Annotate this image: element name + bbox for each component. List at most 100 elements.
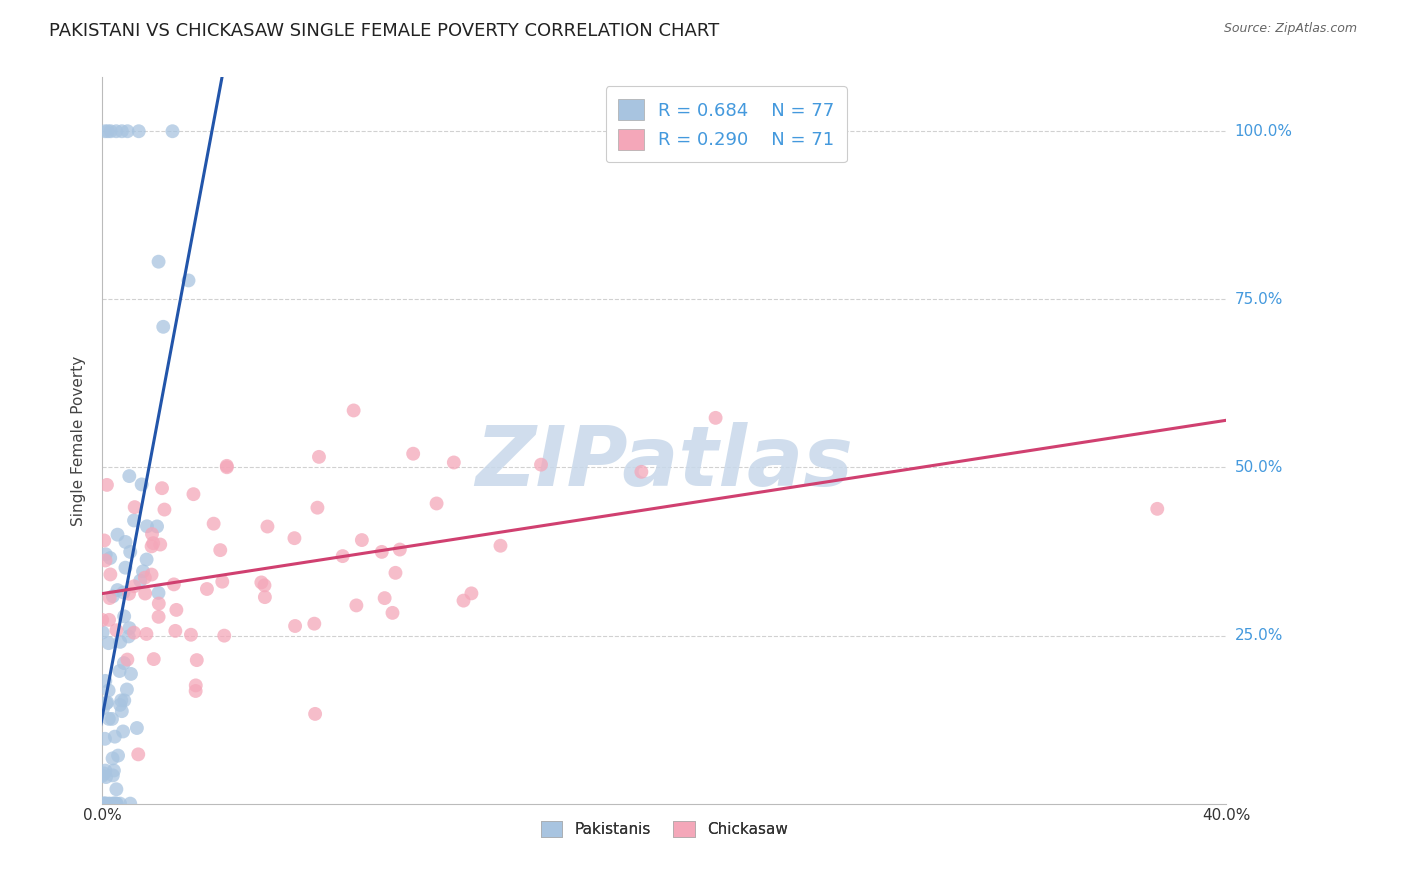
Point xyxy=(350,533,373,547)
Point xyxy=(371,545,394,559)
Point xyxy=(374,591,396,606)
Point xyxy=(184,678,207,692)
Point xyxy=(122,625,145,640)
Point xyxy=(118,469,141,483)
Point xyxy=(142,536,165,550)
Point xyxy=(165,624,187,638)
Point xyxy=(101,751,124,765)
Point xyxy=(100,797,122,811)
Point xyxy=(104,730,127,744)
Point xyxy=(98,613,121,627)
Point xyxy=(129,574,152,588)
Point xyxy=(103,797,125,811)
Point xyxy=(94,124,117,138)
Point xyxy=(118,587,141,601)
Legend: Pakistanis, Chickasaw: Pakistanis, Chickasaw xyxy=(534,815,794,843)
Point xyxy=(98,591,121,605)
Point xyxy=(132,564,155,578)
Point xyxy=(332,549,354,563)
Point xyxy=(381,606,404,620)
Point xyxy=(93,533,115,548)
Point xyxy=(135,552,157,566)
Point xyxy=(98,551,121,566)
Point xyxy=(103,797,125,811)
Point xyxy=(148,610,170,624)
Text: PAKISTANI VS CHICKASAW SINGLE FEMALE POVERTY CORRELATION CHART: PAKISTANI VS CHICKASAW SINGLE FEMALE POV… xyxy=(49,22,720,40)
Point xyxy=(107,748,129,763)
Point xyxy=(100,124,122,138)
Text: 25.0%: 25.0% xyxy=(1234,628,1282,643)
Point xyxy=(105,782,128,797)
Point xyxy=(107,583,129,598)
Point xyxy=(256,519,278,533)
Point xyxy=(94,731,117,746)
Point xyxy=(1146,501,1168,516)
Point xyxy=(183,487,205,501)
Point xyxy=(165,603,187,617)
Point xyxy=(122,579,145,593)
Point xyxy=(93,766,115,780)
Text: Source: ZipAtlas.com: Source: ZipAtlas.com xyxy=(1223,22,1357,36)
Y-axis label: Single Female Poverty: Single Female Poverty xyxy=(72,355,86,525)
Point xyxy=(211,574,233,589)
Point xyxy=(150,481,173,495)
Point xyxy=(141,527,163,541)
Point xyxy=(103,764,125,778)
Text: ZIPatlas: ZIPatlas xyxy=(475,422,853,503)
Point xyxy=(105,797,128,811)
Point xyxy=(94,764,117,778)
Point xyxy=(111,124,134,138)
Point xyxy=(93,797,115,811)
Point xyxy=(135,627,157,641)
Point xyxy=(530,458,553,472)
Point xyxy=(107,527,129,541)
Point xyxy=(146,519,169,533)
Point xyxy=(120,797,142,811)
Point xyxy=(253,590,276,604)
Point xyxy=(402,447,425,461)
Point xyxy=(112,585,135,599)
Point xyxy=(112,693,135,707)
Point xyxy=(101,712,124,726)
Point xyxy=(125,721,148,735)
Point xyxy=(108,797,131,811)
Point xyxy=(94,797,117,811)
Point xyxy=(284,619,307,633)
Point xyxy=(96,696,118,710)
Point xyxy=(253,578,276,592)
Point xyxy=(177,273,200,287)
Point xyxy=(91,769,114,783)
Point xyxy=(91,625,114,640)
Point xyxy=(308,450,330,464)
Point xyxy=(184,684,207,698)
Point xyxy=(127,747,149,762)
Point xyxy=(131,477,153,491)
Point xyxy=(94,553,117,567)
Point xyxy=(93,797,115,811)
Point xyxy=(142,652,165,666)
Point xyxy=(112,656,135,670)
Point xyxy=(97,797,120,811)
Point xyxy=(134,571,156,585)
Point xyxy=(96,695,118,709)
Point xyxy=(283,531,305,545)
Point xyxy=(120,545,142,559)
Point xyxy=(136,519,159,533)
Point xyxy=(105,624,128,638)
Point xyxy=(117,652,139,666)
Text: 50.0%: 50.0% xyxy=(1234,460,1282,475)
Point xyxy=(489,539,512,553)
Point xyxy=(148,597,170,611)
Point xyxy=(124,500,146,515)
Point xyxy=(307,500,329,515)
Point xyxy=(343,403,366,417)
Point xyxy=(115,682,138,697)
Point xyxy=(105,797,128,811)
Text: 75.0%: 75.0% xyxy=(1234,292,1282,307)
Point xyxy=(118,621,141,635)
Point xyxy=(97,124,120,138)
Point xyxy=(94,673,117,688)
Point xyxy=(186,653,208,667)
Point xyxy=(104,797,127,811)
Point xyxy=(110,635,132,649)
